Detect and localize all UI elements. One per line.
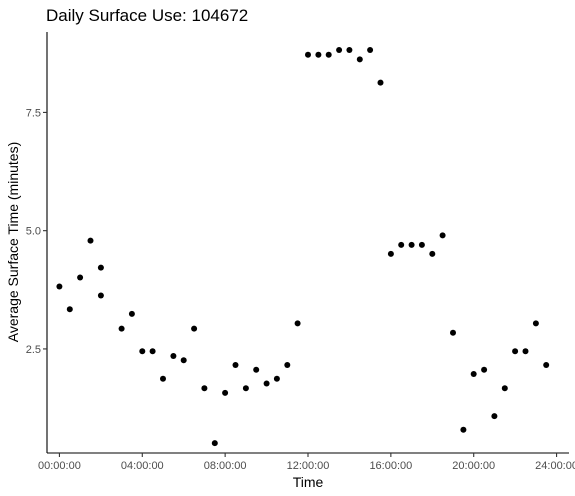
x-axis-ticks: 00:00:00 04:00:00 08:00:00 12:00:00 16:00:00… (38, 453, 575, 472)
data-point-6 (118, 325, 125, 332)
data-point-34 (408, 241, 415, 248)
data-point-7 (128, 310, 135, 317)
x-tick-label-2: 08:00:00 (204, 460, 247, 472)
data-point-47 (543, 362, 550, 368)
data-point-36 (429, 250, 436, 257)
data-point-39 (460, 426, 467, 433)
data-point-29 (356, 56, 363, 63)
data-point-28 (346, 47, 353, 53)
data-point-44 (512, 348, 519, 355)
chart-title: Daily Surface Use: 104672 (46, 6, 248, 25)
data-point-37 (439, 232, 446, 239)
data-point-25 (315, 51, 322, 58)
data-point-27 (336, 47, 343, 53)
y-tick-label-2: 7.5 (26, 107, 41, 119)
data-point-20 (263, 380, 270, 387)
y-tick-label-1: 5.0 (26, 226, 41, 238)
data-point-2 (77, 274, 84, 281)
data-point-14 (201, 385, 208, 392)
data-point-35 (418, 241, 425, 248)
data-point-43 (501, 385, 508, 392)
plot-area: 00:00:00 04:00:00 08:00:00 12:00:00 16:00:00… (26, 32, 575, 472)
data-point-33 (398, 241, 405, 248)
data-point-26 (325, 51, 332, 58)
data-point-12 (180, 357, 187, 364)
data-point-21 (273, 375, 280, 382)
data-point-23 (294, 320, 301, 327)
data-point-19 (253, 366, 260, 373)
data-point-15 (211, 440, 218, 447)
data-point-30 (367, 47, 374, 53)
data-point-10 (160, 375, 166, 382)
y-tick-label-0: 2.5 (26, 344, 41, 356)
x-axis-title: Time (293, 474, 324, 490)
data-point-4 (97, 264, 104, 271)
data-point-13 (191, 325, 198, 332)
data-point-1 (66, 306, 73, 313)
y-axis-title: Average Surface Time (minutes) (5, 142, 21, 343)
data-point-8 (139, 348, 146, 355)
x-tick-label-6: 24:00:00 (535, 460, 575, 472)
data-point-31 (377, 79, 384, 86)
data-point-16 (222, 389, 229, 396)
x-tick-label-5: 20:00:00 (452, 460, 495, 472)
data-point-11 (170, 353, 177, 359)
x-tick-label-1: 04:00:00 (121, 460, 164, 472)
data-point-18 (242, 385, 249, 392)
data-point-32 (387, 250, 394, 257)
data-point-9 (149, 348, 156, 355)
data-point-42 (491, 413, 498, 420)
data-point-45 (522, 348, 529, 355)
data-point-0 (56, 283, 63, 290)
data-point-17 (232, 362, 239, 368)
y-axis-ticks: 2.5 5.0 7.5 (26, 107, 47, 356)
data-point-3 (87, 237, 94, 244)
data-point-38 (450, 329, 456, 336)
x-tick-label-3: 12:00:00 (287, 460, 330, 472)
x-tick-label-0: 00:00:00 (38, 460, 81, 472)
data-point-46 (532, 320, 539, 327)
data-point-41 (481, 366, 488, 373)
data-point-40 (470, 371, 477, 377)
data-point-24 (305, 51, 311, 58)
data-points (56, 47, 550, 447)
data-point-22 (284, 362, 291, 368)
x-tick-label-4: 16:00:00 (369, 460, 412, 472)
data-point-5 (97, 292, 104, 299)
